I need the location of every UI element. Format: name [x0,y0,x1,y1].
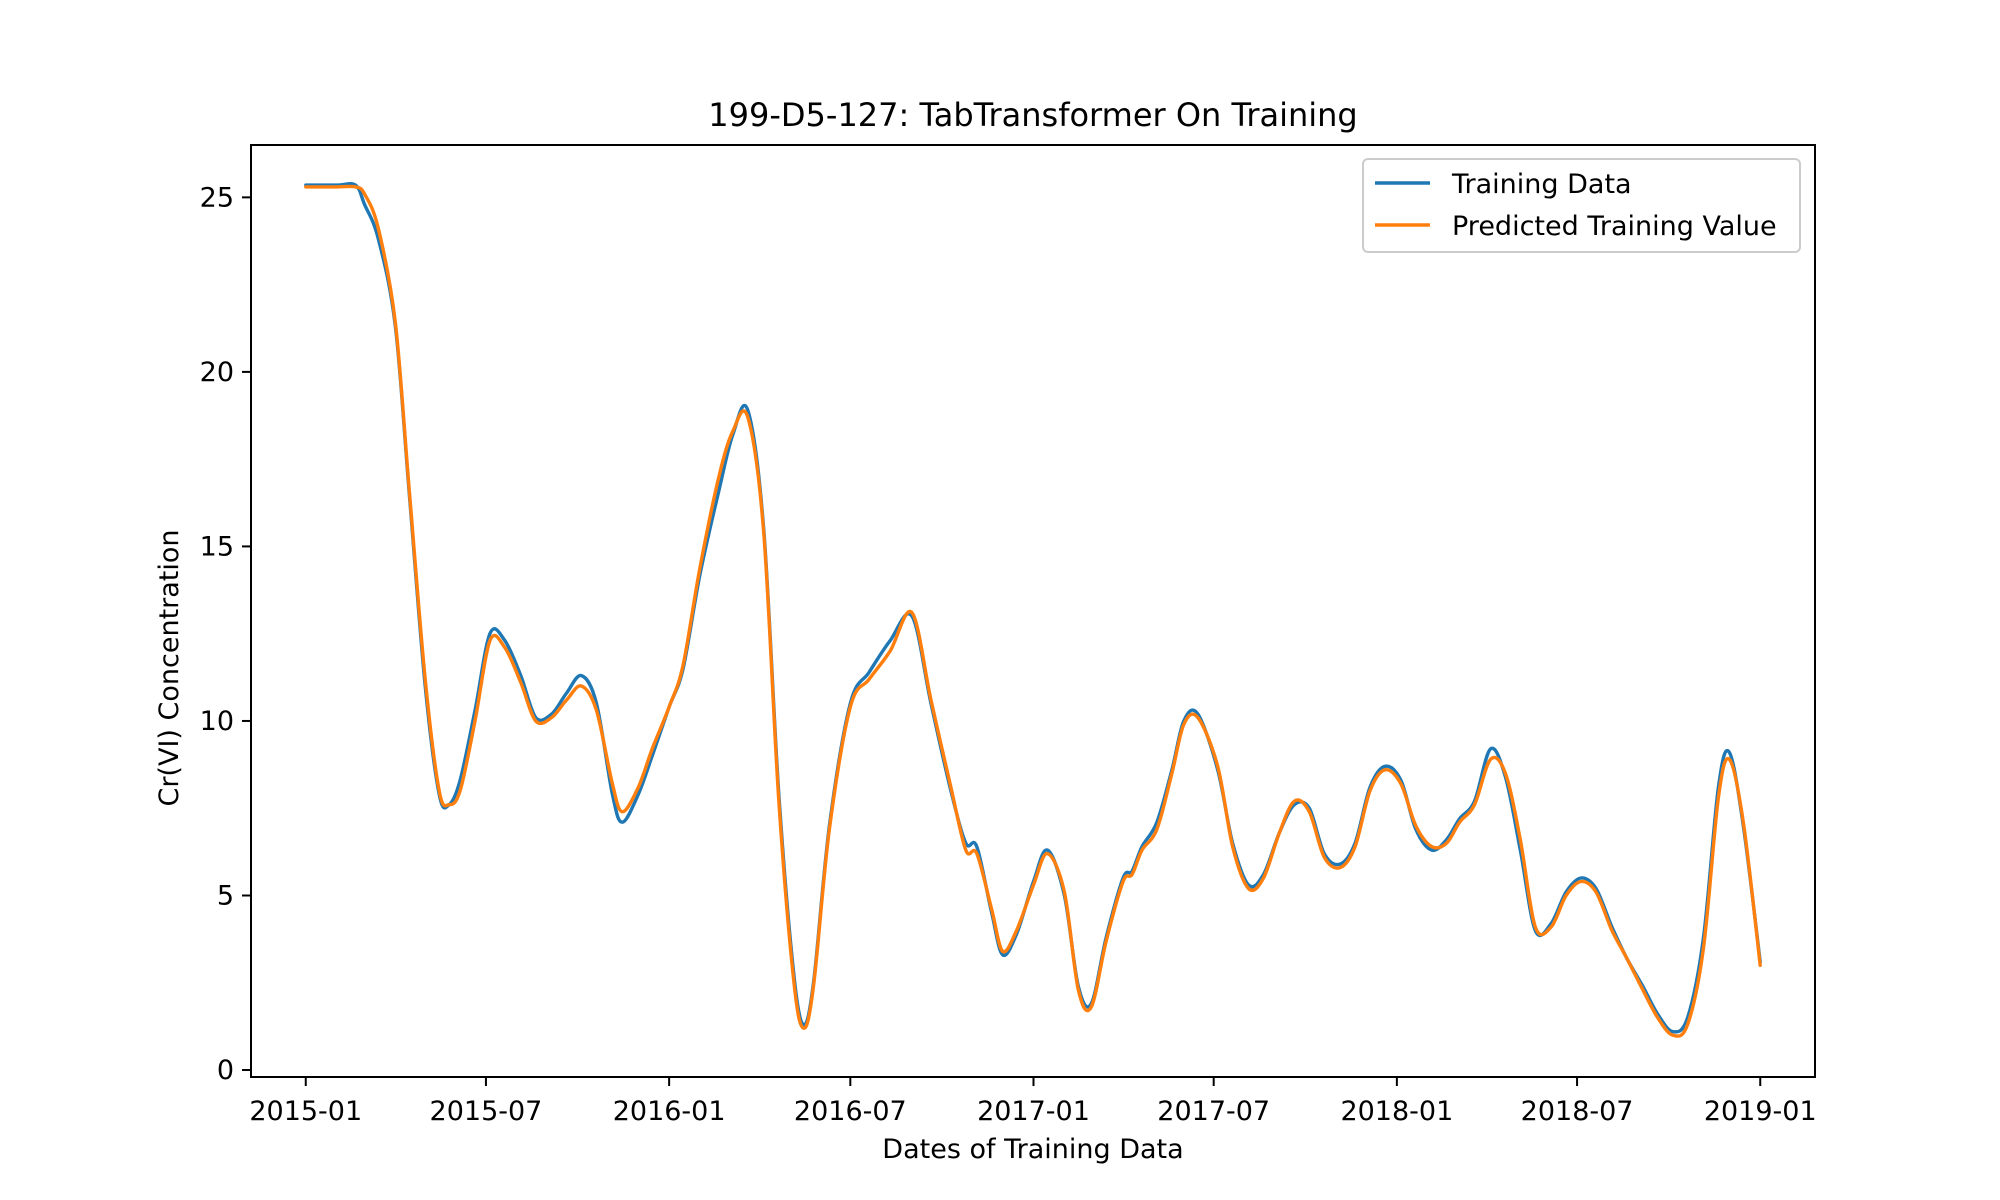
x-tick-label: 2018-07 [1521,1096,1634,1127]
legend-label-1: Training Data [1451,169,1632,200]
x-tick-label: 2015-07 [430,1096,543,1127]
x-tick-label: 2015-01 [249,1096,362,1127]
x-tick-label: 2016-07 [794,1096,907,1127]
legend-label-2: Predicted Training Value [1452,211,1777,242]
series-lines [304,181,1762,1038]
plot-area-frame [250,144,1816,1078]
chart-title: 199-D5-127: TabTransformer On Training [708,96,1357,134]
axis-ticks: 2015-01 2015-07 2016-01 2016-07 2017-01 2017-… [200,182,1817,1127]
x-tick-label: 2016-01 [613,1096,726,1127]
y-tick-label: 0 [217,1055,234,1086]
y-axis-label: Cr(VI) Concentration [154,529,185,806]
y-tick-label: 10 [200,706,234,737]
x-tick-label: 2017-01 [977,1096,1090,1127]
y-tick-label: 20 [200,357,234,388]
y-tick-label: 25 [200,182,234,213]
x-axis-label: Dates of Training Data [882,1134,1183,1165]
x-tick-label: 2018-01 [1340,1096,1453,1127]
legend-box [1362,158,1801,253]
y-tick-label: 5 [217,880,234,911]
legend: Training Data Predicted Training Value [1362,158,1801,253]
x-tick-label: 2019-01 [1704,1096,1817,1127]
x-tick-label: 2017-07 [1157,1096,1270,1127]
y-tick-label: 15 [200,531,234,562]
series-line-2 [304,184,1762,1038]
